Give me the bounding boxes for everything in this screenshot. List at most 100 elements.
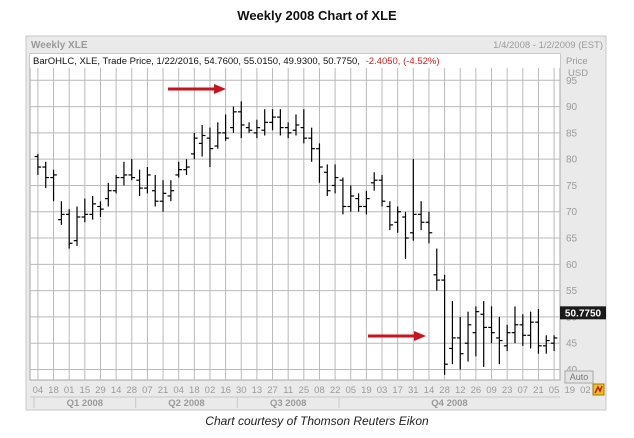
- annotation-arrow-top: [168, 84, 226, 94]
- ohlc-bar: [183, 159, 190, 175]
- y-tick-label: 55: [566, 286, 578, 297]
- ohlc-bar: [34, 153, 42, 175]
- ohlc-bar: [222, 114, 229, 141]
- ohlc-bar: [370, 172, 378, 191]
- ohlc-bar: [112, 174, 120, 194]
- y-tick-label: 70: [566, 207, 578, 218]
- ohlc-bar: [441, 274, 448, 375]
- ohlc-bar: [496, 316, 503, 365]
- ohlc-bar: [316, 143, 323, 183]
- ohlc-bar: [472, 306, 480, 357]
- ohlc-bar: [308, 127, 315, 162]
- ohlc-bar: [535, 309, 542, 354]
- ohlc-bar: [237, 101, 245, 139]
- ohlc-bar: [433, 248, 441, 291]
- x-tick-label: 18: [189, 385, 200, 396]
- ohlc-bar: [464, 311, 472, 362]
- ohlc-bar: [347, 185, 355, 212]
- x-tick-label: 25: [299, 385, 310, 396]
- ohlc-bar: [277, 109, 284, 136]
- ohlc-bar: [386, 201, 394, 231]
- x-tick-label: 22: [330, 385, 341, 396]
- x-tick-label: 28: [439, 385, 450, 396]
- ohlc-bar: [58, 201, 65, 225]
- quarter-label: Q4 2008: [431, 398, 467, 409]
- ohlc-bar: [550, 335, 558, 352]
- x-tick-label: 09: [486, 385, 497, 396]
- x-tick-label: 04: [33, 385, 44, 396]
- x-tick-label: 16: [220, 385, 231, 396]
- ohlc-bar: [456, 316, 464, 370]
- ohlc-bar: [488, 306, 495, 344]
- x-tick-label: 19: [361, 385, 372, 396]
- x-tick-label: 05: [345, 385, 356, 396]
- chart-title: Weekly 2008 Chart of XLE: [237, 8, 397, 23]
- x-tick-label: 05: [549, 385, 560, 396]
- ohlc-bar: [245, 122, 253, 133]
- y-unit-bottom: USD: [568, 68, 588, 79]
- ohlc-bar: [136, 169, 143, 196]
- last-price-label: 50.7750: [565, 308, 602, 319]
- ohlc-bar: [284, 122, 292, 139]
- x-tick-label: 21: [533, 385, 544, 396]
- ohlc-bar: [331, 164, 339, 194]
- ohlc-bar: [206, 127, 214, 168]
- quarter-label: Q3 2008: [270, 398, 306, 409]
- x-tick-label: 01: [64, 385, 75, 396]
- y-tick-label: 95: [566, 76, 578, 87]
- ohlc-bar: [417, 201, 425, 231]
- ohlc-bar: [363, 190, 370, 215]
- ohlc-bar: [198, 124, 206, 157]
- ohlc-bar: [480, 301, 487, 367]
- chart-tool-icon[interactable]: [592, 383, 605, 396]
- ohlc-bar: [128, 159, 136, 181]
- y-tick-label: 75: [566, 181, 578, 192]
- x-tick-label: 04: [173, 385, 184, 396]
- x-tick-label: 19: [564, 385, 575, 396]
- ohlc-bar: [167, 180, 175, 202]
- info-prefix: BarOHLC, XLE, Trade Price, 1/22/2016, 54…: [33, 56, 360, 67]
- y-unit-top: Price: [566, 56, 588, 67]
- ohlc-bar: [65, 209, 73, 249]
- ohlc-bar: [151, 174, 159, 207]
- ohlc-bar: [339, 177, 347, 215]
- y-tick-label: 85: [566, 128, 578, 139]
- x-tick-label: 14: [111, 385, 122, 396]
- panel-date-range: 1/4/2008 - 1/2/2009 (EST): [493, 40, 603, 51]
- x-tick-label: 14: [424, 385, 435, 396]
- y-tick-label: 90: [566, 102, 578, 113]
- ohlc-bars: [34, 101, 558, 375]
- chart-caption: Chart courtesy of Thomson Reuters Eikon: [205, 414, 429, 428]
- ohlc-bar: [527, 311, 534, 349]
- auto-scale-button[interactable]: [564, 370, 594, 384]
- x-tick-label: 18: [48, 385, 59, 396]
- panel-name: Weekly XLE: [31, 40, 88, 51]
- x-tick-label: 11: [283, 385, 293, 396]
- y-tick-label: 80: [566, 155, 578, 166]
- ohlc-bar: [105, 182, 112, 207]
- x-tick-label: 03: [377, 385, 388, 396]
- x-tick-label: 08: [314, 385, 325, 396]
- x-tick-label: 17: [392, 385, 403, 396]
- x-tick-label: 26: [471, 385, 482, 396]
- quarter-label: Q2 2008: [168, 398, 204, 409]
- ohlc-bar: [120, 161, 128, 186]
- ohlc-bar: [519, 314, 527, 346]
- plot-area: [29, 53, 561, 381]
- y-tick-label: 65: [566, 234, 578, 245]
- info-line: BarOHLC, XLE, Trade Price, 1/22/2016, 54…: [33, 56, 440, 67]
- ohlc-bar: [425, 211, 433, 244]
- ohlc-bar: [292, 114, 300, 136]
- x-tick-label: 15: [80, 385, 91, 396]
- x-tick-label: 02: [205, 385, 216, 396]
- auto-scale-label: Auto: [570, 372, 589, 382]
- ohlc-bar: [394, 206, 401, 233]
- info-change: -2.4050, (-4.52%): [366, 56, 440, 67]
- ohlc-bar: [50, 169, 57, 202]
- ohlc-bar: [214, 122, 222, 149]
- x-axis: 04 18 01 15 29 14 28 07 21 04 18 02 16 30 13 27 11 25 08 22…: [30, 385, 591, 409]
- x-tick-label: 29: [95, 385, 106, 396]
- quarter-label: Q1 2008: [67, 398, 103, 409]
- ohlc-bar: [42, 161, 50, 189]
- x-tick-label: 07: [518, 385, 529, 396]
